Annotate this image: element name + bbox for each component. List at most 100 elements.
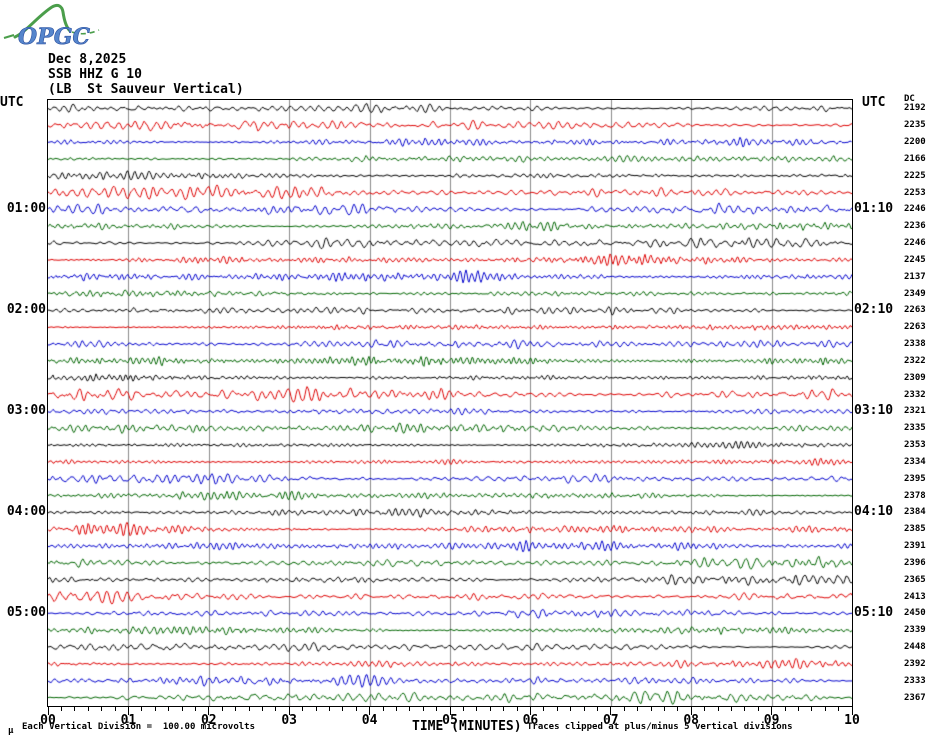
axis-minor-tick — [315, 706, 317, 711]
axis-minor-tick — [744, 706, 746, 711]
location-label: (LB St Sauveur Vertical) — [48, 82, 244, 97]
axis-minor-tick — [181, 706, 183, 711]
axis-minor-tick — [797, 706, 799, 711]
trace-plot-area — [47, 99, 853, 707]
axis-minor-tick — [355, 706, 357, 711]
axis-minor-tick — [757, 706, 759, 711]
axis-minor-tick — [677, 706, 679, 711]
axis-tick-label: 06 — [522, 713, 539, 728]
hour-label-right: 02:10 — [854, 302, 894, 318]
axis-minor-tick — [503, 706, 505, 711]
dc-offset-value: 2137 — [904, 271, 926, 282]
hour-label-right: 01:10 — [854, 201, 894, 217]
dc-offset-value: 2367 — [904, 692, 926, 703]
axis-major-tick — [690, 706, 692, 715]
axis-major-tick — [529, 706, 531, 715]
hour-label-left: 04:00 — [6, 504, 46, 520]
axis-minor-tick — [101, 706, 103, 711]
axis-minor-tick — [436, 706, 438, 711]
axis-tick-label: 09 — [763, 713, 780, 728]
axis-minor-tick — [717, 706, 719, 711]
axis-minor-tick — [556, 706, 558, 711]
dc-offset-value: 2263 — [904, 305, 926, 316]
axis-minor-tick — [462, 706, 464, 711]
logo-swoosh-tail — [71, 29, 100, 35]
dc-offset-value: 2448 — [904, 642, 926, 653]
axis-major-tick — [610, 706, 612, 715]
axis-minor-tick — [328, 706, 330, 711]
axis-tick-label: 01 — [120, 713, 137, 728]
axis-minor-tick — [704, 706, 706, 711]
axis-minor-tick — [87, 706, 89, 711]
dc-offset-value: 2395 — [904, 473, 926, 484]
micro-mark: μ — [8, 726, 14, 736]
hour-label-right: 05:10 — [854, 605, 894, 621]
dc-offset-value: 2322 — [904, 355, 926, 366]
station-label: SSB HHZ G 10 — [48, 67, 142, 82]
dc-offset-value: 2332 — [904, 389, 926, 400]
axis-minor-tick — [261, 706, 263, 711]
axis-minor-tick — [382, 706, 384, 711]
dc-offset-value: 2339 — [904, 625, 926, 636]
axis-minor-tick — [824, 706, 826, 711]
axis-major-tick — [127, 706, 129, 715]
axis-minor-tick — [623, 706, 625, 711]
axis-minor-tick — [114, 706, 116, 711]
axis-tick-label: 07 — [602, 713, 619, 728]
axis-minor-tick — [583, 706, 585, 711]
axis-minor-tick — [194, 706, 196, 711]
dc-offset-value: 2365 — [904, 574, 926, 585]
dc-offset-value: 2349 — [904, 288, 926, 299]
axis-minor-tick — [543, 706, 545, 711]
dc-offset-value: 2378 — [904, 490, 926, 501]
axis-minor-tick — [570, 706, 572, 711]
dc-offset-value: 2338 — [904, 339, 926, 350]
axis-major-tick — [208, 706, 210, 715]
logo-text: OPGC — [18, 24, 90, 50]
hour-label-right: 03:10 — [854, 403, 894, 419]
utc-header-right: UTC — [862, 95, 886, 110]
axis-minor-tick — [516, 706, 518, 711]
axis-minor-tick — [60, 706, 62, 711]
axis-tick-label: 04 — [361, 713, 378, 728]
axis-minor-tick — [596, 706, 598, 711]
dc-offset-value: 2225 — [904, 170, 926, 181]
dc-offset-value: 2391 — [904, 541, 926, 552]
axis-minor-tick — [811, 706, 813, 711]
axis-minor-tick — [784, 706, 786, 711]
dc-offset-value: 2246 — [904, 204, 926, 215]
dc-column-header: DC — [904, 94, 915, 104]
axis-minor-tick — [154, 706, 156, 711]
axis-minor-tick — [409, 706, 411, 711]
date-label: Dec 8,2025 — [48, 52, 127, 67]
opgc-logo: OPGC — [3, 3, 100, 50]
axis-minor-tick — [141, 706, 143, 711]
axis-minor-tick — [248, 706, 250, 711]
axis-major-tick — [771, 706, 773, 715]
logo-swoosh-dash-left — [3, 34, 15, 39]
hour-label-left: 05:00 — [6, 605, 46, 621]
dc-offset-value: 2235 — [904, 120, 926, 131]
axis-minor-tick — [395, 706, 397, 711]
dc-offset-value: 2263 — [904, 322, 926, 333]
scale-note: Each Vertical Division = 100.00 microvol… — [22, 722, 255, 732]
axis-major-tick — [288, 706, 290, 715]
dc-offset-value: 2450 — [904, 608, 926, 619]
axis-tick-label: 02 — [200, 713, 217, 728]
dc-offset-value: 2253 — [904, 187, 926, 198]
seismic-traces-canvas — [48, 100, 852, 706]
axis-minor-tick — [838, 706, 840, 711]
dc-offset-value: 2334 — [904, 456, 926, 467]
axis-major-tick — [851, 706, 853, 715]
dc-offset-value: 2166 — [904, 153, 926, 164]
dc-offset-value: 2200 — [904, 137, 926, 148]
axis-minor-tick — [302, 706, 304, 711]
dc-offset-value: 2384 — [904, 507, 926, 518]
dc-offset-value: 2245 — [904, 254, 926, 265]
hour-label-left: 03:00 — [6, 403, 46, 419]
axis-minor-tick — [74, 706, 76, 711]
utc-header-left: UTC — [0, 95, 24, 110]
dc-offset-value: 2353 — [904, 440, 926, 451]
axis-minor-tick — [221, 706, 223, 711]
dc-offset-value: 2413 — [904, 591, 926, 602]
